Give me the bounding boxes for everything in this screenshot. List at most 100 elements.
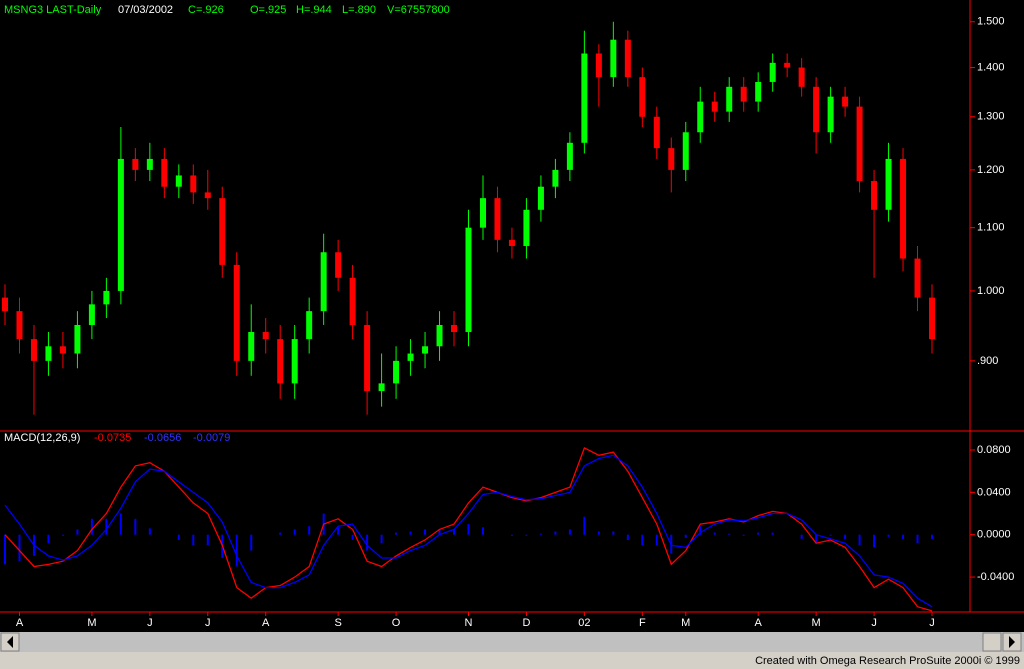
macd-line — [4, 454, 933, 608]
candle-body — [59, 346, 66, 354]
candle-body — [842, 96, 849, 107]
x-tick-label: M — [812, 617, 821, 629]
candle-body — [581, 53, 588, 143]
candle-body — [30, 339, 37, 361]
candle-body — [653, 116, 660, 149]
x-tick-label: J — [147, 617, 153, 629]
candle-body — [682, 132, 689, 170]
candle-body — [871, 181, 878, 210]
y-tick-label: 0.0400 — [977, 486, 1011, 498]
candle-body — [349, 277, 356, 325]
x-tick-label: 02 — [578, 617, 590, 629]
candle-body — [88, 304, 95, 325]
candle-body — [900, 158, 907, 259]
y-tick-label: 0.0800 — [977, 444, 1011, 456]
candle-body — [494, 198, 501, 240]
x-tick-label: M — [87, 617, 96, 629]
readout: O=.925 — [250, 4, 286, 16]
candle-body — [885, 158, 892, 210]
candle-body — [277, 339, 284, 384]
candle-body — [784, 62, 791, 68]
symbol-title: MSNG3 LAST-Daily — [4, 4, 102, 16]
candle-body — [827, 96, 834, 133]
candle-body — [639, 77, 646, 117]
x-tick-label: D — [522, 617, 530, 629]
readout: C=.926 — [188, 4, 224, 16]
candle-body — [2, 297, 8, 312]
candle-body — [740, 86, 747, 102]
candle-body — [364, 324, 371, 392]
candle-body — [566, 142, 573, 170]
readout: V=67557800 — [387, 4, 450, 16]
candle-body — [378, 383, 385, 392]
candle-body — [146, 158, 153, 170]
candle-body — [204, 192, 211, 199]
candle-body — [262, 332, 269, 340]
x-tick-label: A — [16, 617, 24, 629]
scroll-track[interactable] — [0, 632, 1024, 652]
candle-body — [813, 86, 820, 133]
candle-body — [248, 332, 255, 361]
candle-body — [320, 252, 327, 312]
y-tick-label: 1.100 — [977, 222, 1005, 234]
macd-readout: -0.0735 — [94, 432, 131, 444]
candle-body — [798, 67, 805, 87]
candle-body — [624, 39, 631, 78]
candle-body — [407, 353, 414, 361]
candle-body — [45, 346, 52, 361]
candle-body — [856, 106, 863, 182]
candle-body — [508, 239, 515, 247]
candle-body — [233, 264, 240, 361]
candle-body — [103, 290, 110, 305]
date: 07/03/2002 — [118, 4, 173, 16]
x-tick-label: J — [205, 617, 211, 629]
candle-body — [552, 169, 559, 187]
histogram-readout: -0.0079 — [193, 432, 230, 444]
candle-body — [755, 81, 762, 102]
readout: H=.944 — [296, 4, 332, 16]
candle-body — [595, 53, 602, 78]
candle-body — [451, 324, 458, 333]
x-tick-label: A — [755, 617, 763, 629]
x-tick-label: N — [465, 617, 473, 629]
y-tick-label: 1.000 — [977, 285, 1005, 297]
candle-body — [537, 186, 544, 210]
candle-body — [479, 198, 486, 228]
candle-body — [465, 227, 472, 333]
candle-body — [393, 360, 400, 384]
candle-body — [610, 39, 617, 78]
candle-body — [711, 101, 718, 112]
x-tick-label: M — [681, 617, 690, 629]
candle-body — [769, 62, 776, 82]
y-tick-label: 0.0000 — [977, 529, 1011, 541]
x-tick-label: J — [871, 617, 877, 629]
x-tick-label: O — [392, 617, 401, 629]
candle-body — [291, 339, 298, 384]
macd-line — [4, 446, 933, 612]
y-tick-label: -0.0400 — [977, 571, 1014, 583]
macd-title: MACD(12,26,9) — [4, 432, 80, 444]
scrollbar[interactable] — [0, 632, 1024, 652]
candle-body — [117, 158, 124, 291]
y-tick-label: 1.400 — [977, 61, 1005, 73]
scroll-thumb[interactable] — [982, 632, 1002, 652]
x-tick-label: F — [639, 617, 646, 629]
candle-body — [306, 311, 313, 340]
candle-body — [16, 311, 23, 340]
arrow-left — [7, 636, 13, 648]
candle-body — [929, 297, 935, 340]
x-tick-label: J — [929, 617, 935, 629]
candle-body — [335, 252, 342, 278]
y-tick-label: 1.500 — [977, 16, 1005, 28]
x-tick-label: S — [334, 617, 341, 629]
footer: Created with Omega Research ProSuite 200… — [755, 655, 1020, 667]
candle-body — [132, 158, 139, 170]
x-tick-label: A — [262, 617, 270, 629]
readout: L=.890 — [342, 4, 376, 16]
signal-readout: -0.0656 — [144, 432, 181, 444]
y-tick-label: .900 — [977, 355, 998, 367]
footer-bar — [0, 652, 1024, 669]
candle-body — [523, 209, 530, 247]
